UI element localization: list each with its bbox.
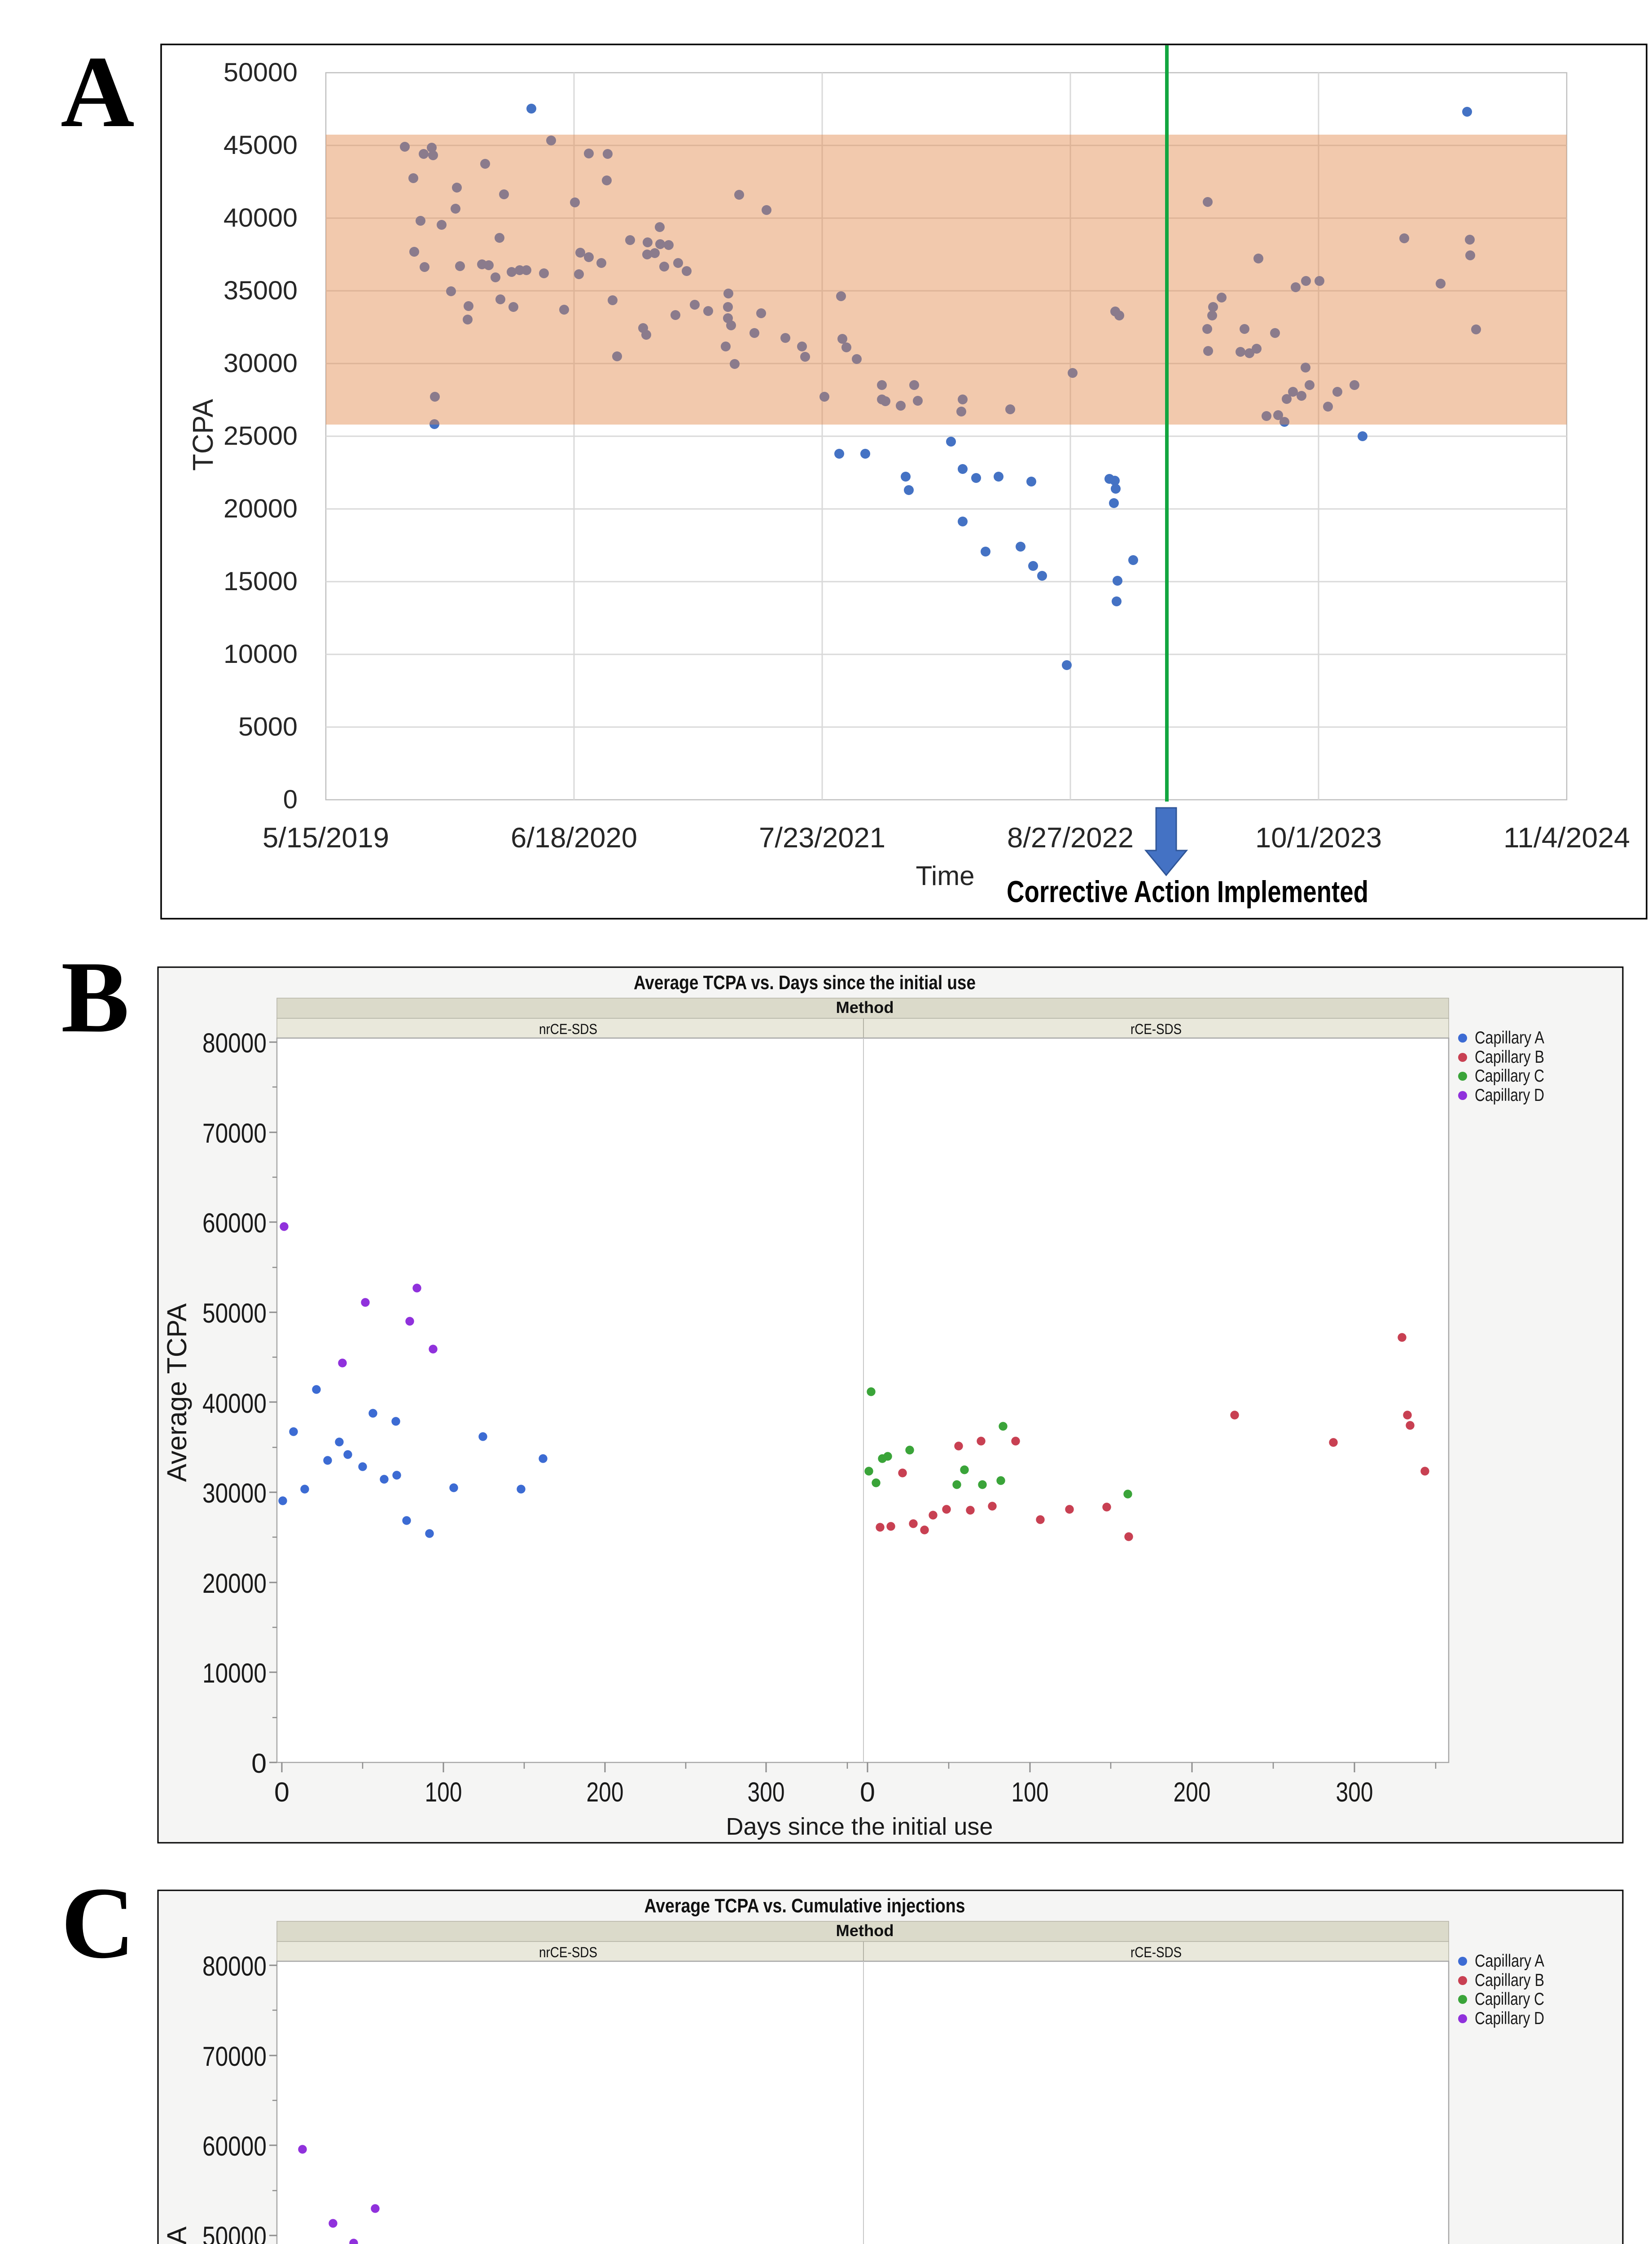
svg-text:80000: 80000 (202, 1951, 267, 1981)
svg-text:300: 300 (748, 1777, 785, 1807)
svg-text:Time: Time (916, 861, 974, 891)
svg-text:Capillary B: Capillary B (1475, 1971, 1544, 1990)
svg-text:15000: 15000 (223, 567, 298, 596)
svg-text:200: 200 (1174, 1777, 1211, 1807)
svg-text:Capillary D: Capillary D (1475, 1086, 1544, 1105)
svg-text:TCPA: TCPA (187, 399, 219, 471)
svg-text:Method: Method (836, 998, 894, 1017)
svg-text:50000: 50000 (223, 58, 298, 87)
svg-text:Method: Method (836, 1921, 894, 1940)
svg-text:Average TCPA: Average TCPA (162, 2226, 192, 2244)
svg-text:B: B (61, 941, 129, 1054)
svg-text:0: 0 (251, 1748, 267, 1779)
svg-text:Capillary D: Capillary D (1475, 2009, 1544, 2028)
svg-text:300: 300 (1336, 1777, 1373, 1807)
svg-text:Capillary A: Capillary A (1475, 1951, 1544, 1971)
svg-text:35000: 35000 (223, 276, 298, 305)
svg-text:45000: 45000 (223, 131, 298, 160)
svg-text:11/4/2024: 11/4/2024 (1503, 822, 1630, 854)
svg-text:rCE-SDS: rCE-SDS (1131, 1021, 1182, 1037)
svg-text:70000: 70000 (202, 2041, 267, 2072)
svg-text:60000: 60000 (202, 1208, 267, 1238)
svg-text:30000: 30000 (202, 1478, 267, 1508)
svg-text:nrCE-SDS: nrCE-SDS (539, 1944, 597, 1960)
svg-text:10000: 10000 (223, 640, 298, 669)
svg-text:5/15/2019: 5/15/2019 (263, 822, 389, 854)
svg-text:rCE-SDS: rCE-SDS (1131, 1944, 1182, 1960)
svg-text:Capillary B: Capillary B (1475, 1047, 1544, 1067)
svg-text:Average TCPA vs. Cumulative in: Average TCPA vs. Cumulative injections (644, 1895, 965, 1917)
svg-text:0: 0 (283, 785, 298, 814)
svg-text:7/23/2021: 7/23/2021 (759, 822, 885, 854)
svg-text:Average TCPA: Average TCPA (162, 1303, 192, 1482)
svg-text:20000: 20000 (223, 494, 298, 523)
svg-text:50000: 50000 (202, 1298, 267, 1328)
svg-text:0: 0 (274, 1777, 289, 1807)
svg-text:200: 200 (587, 1777, 624, 1807)
svg-text:Average TCPA vs. Days since th: Average TCPA vs. Days since the initial … (634, 972, 976, 994)
svg-text:30000: 30000 (223, 349, 298, 378)
svg-text:10/1/2023: 10/1/2023 (1255, 822, 1382, 854)
svg-text:nrCE-SDS: nrCE-SDS (539, 1021, 597, 1037)
svg-text:Capillary C: Capillary C (1475, 1066, 1544, 1086)
svg-text:C: C (61, 1867, 135, 1980)
svg-text:6/18/2020: 6/18/2020 (511, 822, 637, 854)
svg-text:8/27/2022: 8/27/2022 (1007, 822, 1134, 854)
svg-text:10000: 10000 (202, 1658, 267, 1688)
svg-text:50000: 50000 (202, 2221, 267, 2244)
svg-text:Days since the initial use: Days since the initial use (726, 1813, 993, 1840)
svg-text:Capillary A: Capillary A (1475, 1028, 1544, 1047)
svg-text:5000: 5000 (238, 712, 298, 741)
svg-text:25000: 25000 (223, 421, 298, 451)
svg-text:0: 0 (860, 1777, 875, 1807)
svg-text:100: 100 (1012, 1777, 1049, 1807)
svg-text:Corrective Action Implemented: Corrective Action Implemented (1007, 875, 1368, 909)
svg-text:80000: 80000 (202, 1028, 267, 1058)
svg-text:40000: 40000 (202, 1388, 267, 1419)
svg-text:40000: 40000 (223, 203, 298, 232)
svg-text:70000: 70000 (202, 1118, 267, 1148)
svg-text:20000: 20000 (202, 1568, 267, 1599)
svg-text:60000: 60000 (202, 2131, 267, 2161)
svg-text:Capillary C: Capillary C (1475, 1990, 1544, 2009)
svg-text:100: 100 (425, 1777, 462, 1807)
svg-text:A: A (61, 35, 135, 149)
